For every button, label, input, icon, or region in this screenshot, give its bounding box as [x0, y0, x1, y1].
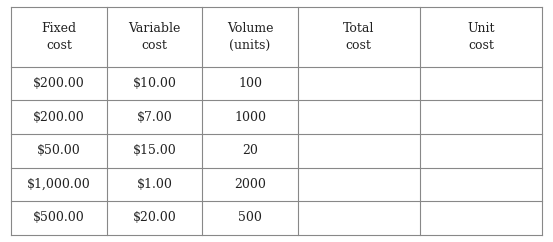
Text: $500.00: $500.00: [33, 212, 85, 225]
Text: $200.00: $200.00: [33, 111, 85, 124]
Text: $10.00: $10.00: [133, 77, 176, 90]
Text: $20.00: $20.00: [133, 212, 176, 225]
Text: 500: 500: [238, 212, 262, 225]
Text: 20: 20: [242, 144, 258, 157]
Text: $200.00: $200.00: [33, 77, 85, 90]
Text: 2000: 2000: [234, 178, 266, 191]
Text: Total
cost: Total cost: [343, 22, 374, 52]
Text: Fixed
cost: Fixed cost: [41, 22, 76, 52]
Text: Volume
(units): Volume (units): [227, 22, 273, 52]
Text: $7.00: $7.00: [137, 111, 173, 124]
Text: $1.00: $1.00: [137, 178, 173, 191]
Text: Unit
cost: Unit cost: [467, 22, 494, 52]
Text: Variable
cost: Variable cost: [128, 22, 181, 52]
Text: 1000: 1000: [234, 111, 266, 124]
Text: $15.00: $15.00: [133, 144, 176, 157]
Text: 100: 100: [238, 77, 262, 90]
Text: $50.00: $50.00: [37, 144, 81, 157]
Text: $1,000.00: $1,000.00: [27, 178, 91, 191]
